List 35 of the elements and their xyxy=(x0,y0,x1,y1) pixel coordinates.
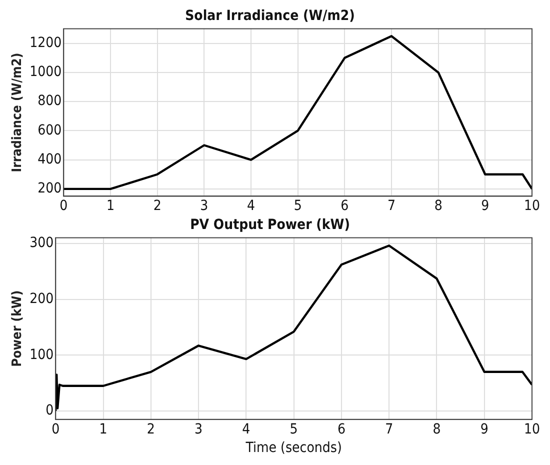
x-tick-label: 7 xyxy=(387,198,396,214)
x-tick-label: 4 xyxy=(246,198,255,214)
chart-title: PV Output Power (kW) xyxy=(190,217,350,234)
x-tick-label: 6 xyxy=(337,421,346,438)
x-tick-label: 10 xyxy=(524,421,540,438)
x-tick-label: 10 xyxy=(524,198,540,214)
y-tick-label: 100 xyxy=(30,346,54,363)
x-tick-label: 5 xyxy=(294,198,302,214)
y-tick-label: 300 xyxy=(30,235,54,252)
y-tick-label: 600 xyxy=(38,122,62,138)
x-tick-label: 1 xyxy=(99,421,108,438)
x-tick-label: 1 xyxy=(106,198,114,214)
x-tick-label: 6 xyxy=(340,198,349,214)
x-tick-label: 3 xyxy=(194,421,203,438)
y-axis-title: Irradiance (W/m2) xyxy=(10,52,26,172)
x-tick-label: 4 xyxy=(242,421,250,438)
y-tick-label: 0 xyxy=(46,402,54,419)
y-tick-label: 200 xyxy=(38,180,62,197)
y-tick-label: 400 xyxy=(38,151,62,168)
chart-title: Solar Irradiance (W/m2) xyxy=(185,8,355,24)
y-axis-title: Power (kW) xyxy=(10,290,26,367)
x-tick-label: 2 xyxy=(146,421,155,438)
y-tick-label: 200 xyxy=(30,290,54,307)
x-tick-label: 9 xyxy=(480,421,488,438)
x-tick-label: 5 xyxy=(290,421,298,438)
y-tick-label: 800 xyxy=(38,93,62,110)
x-tick-label: 8 xyxy=(432,421,441,438)
x-tick-label: 3 xyxy=(200,198,208,214)
x-tick-label: 2 xyxy=(153,198,162,214)
x-tick-label: 7 xyxy=(385,421,394,438)
y-tick-label: 1000 xyxy=(30,64,62,80)
x-tick-label: 8 xyxy=(434,198,442,214)
x-tick-label: 9 xyxy=(481,198,490,214)
y-tick-label: 1200 xyxy=(30,34,62,51)
x-axis-title: Time (seconds) xyxy=(244,440,342,456)
